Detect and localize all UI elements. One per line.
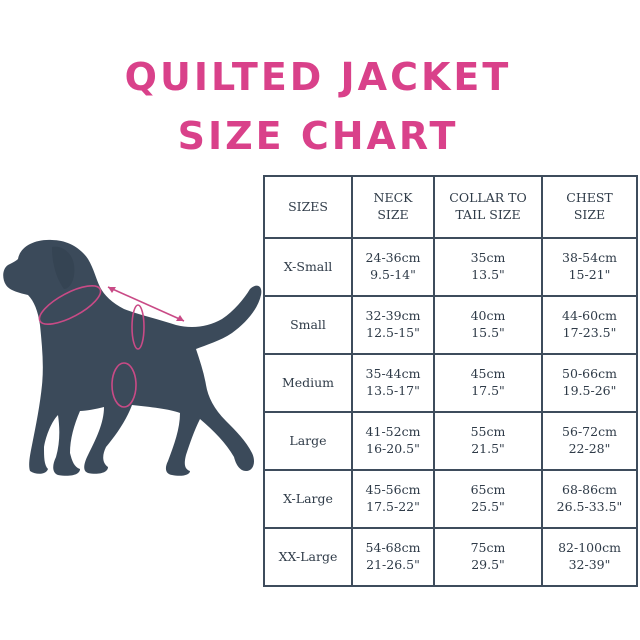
dog-ear [52,246,75,289]
dog-silhouette [3,239,262,476]
size-label-cell: Large [263,411,353,471]
chest-size-cell: 82-100cm 32-39" [541,527,638,587]
size-label-cell: XX-Large [263,527,353,587]
chest-size-cell: 56-72cm 22-28" [541,411,638,471]
chest-size-cell: 50-66cm 19.5-26" [541,353,638,413]
dog-silhouette-illustration [3,239,262,476]
neck-size-cell: 24-36cm 9.5-14" [351,237,435,297]
neck-size-cell: 35-44cm 13.5-17" [351,353,435,413]
size-chart-table: SIZES NECK SIZE COLLAR TO TAIL SIZE CHES… [263,175,638,587]
neck-size-cell: 32-39cm 12.5-15" [351,295,435,355]
page-title-line-1: QUILTED JACKET [124,55,512,99]
table-row: XX-Large 54-68cm 21-26.5" 75cm 29.5" 82-100cm… [263,527,638,587]
table-row: Medium 35-44cm 13.5-17" 45cm 17.5" 50-66cm 19.… [263,353,638,413]
neck-measure-ring [38,285,102,325]
header-sizes: SIZES [263,175,353,239]
table-header-row: SIZES NECK SIZE COLLAR TO TAIL SIZE CHES… [263,175,638,239]
collar-to-tail-cell: 35cm 13.5" [433,237,543,297]
collar-to-tail-cell: 45cm 17.5" [433,353,543,413]
chest-measure-ring [131,304,145,350]
table-row: Large 41-52cm 16-20.5" 55cm 21.5" 56-72cm 22-2… [263,411,638,471]
collar-to-tail-cell: 75cm 29.5" [433,527,543,587]
size-label-cell: X-Large [263,469,353,529]
chest-size-cell: 44-60cm 17-23.5" [541,295,638,355]
header-neck-size: NECK SIZE [351,175,435,239]
collar-to-tail-arrow [107,286,185,322]
page-title-line-2: SIZE CHART [177,114,459,158]
size-label-cell: X-Small [263,237,353,297]
size-label-cell: Medium [263,353,353,413]
header-chest-size: CHEST SIZE [541,175,638,239]
neck-size-cell: 41-52cm 16-20.5" [351,411,435,471]
neck-size-cell: 45-56cm 17.5-22" [351,469,435,529]
table-row: X-Small 24-36cm 9.5-14" 35cm 13.5" 38-54cm 15-… [263,237,638,297]
collar-to-tail-cell: 40cm 15.5" [433,295,543,355]
belly-measure-ring [111,362,137,408]
table-row: Small 32-39cm 12.5-15" 40cm 15.5" 44-60cm 17-2… [263,295,638,355]
size-label-cell: Small [263,295,353,355]
collar-to-tail-cell: 55cm 21.5" [433,411,543,471]
collar-to-tail-cell: 65cm 25.5" [433,469,543,529]
chest-size-cell: 38-54cm 15-21" [541,237,638,297]
table-body: X-Small 24-36cm 9.5-14" 35cm 13.5" 38-54cm 15-… [263,237,638,587]
neck-size-cell: 54-68cm 21-26.5" [351,527,435,587]
table-row: X-Large 45-56cm 17.5-22" 65cm 25.5" 68-86cm 26… [263,469,638,529]
chest-size-cell: 68-86cm 26.5-33.5" [541,469,638,529]
header-collar-to-tail: COLLAR TO TAIL SIZE [433,175,543,239]
